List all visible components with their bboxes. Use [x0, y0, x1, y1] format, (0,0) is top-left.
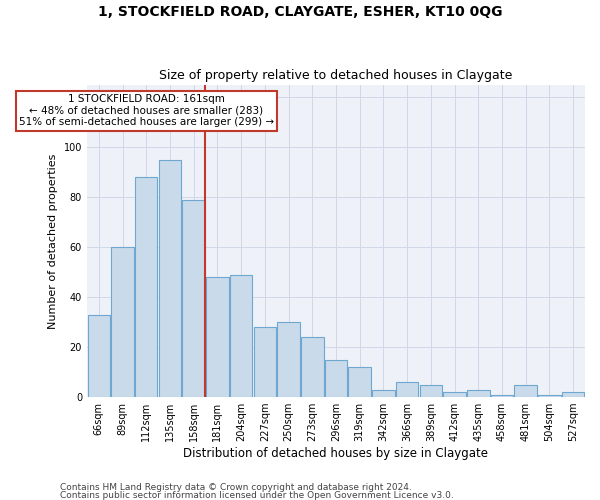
- Bar: [158, 160, 181, 397]
- Bar: [182, 200, 205, 397]
- Bar: [88, 314, 110, 397]
- Bar: [372, 390, 395, 397]
- Bar: [514, 384, 537, 397]
- Bar: [538, 394, 560, 397]
- X-axis label: Distribution of detached houses by size in Claygate: Distribution of detached houses by size …: [184, 447, 488, 460]
- Bar: [230, 274, 253, 397]
- Bar: [349, 367, 371, 397]
- Title: Size of property relative to detached houses in Claygate: Size of property relative to detached ho…: [159, 69, 512, 82]
- Bar: [325, 360, 347, 397]
- Bar: [135, 177, 157, 397]
- Bar: [254, 327, 276, 397]
- Bar: [562, 392, 584, 397]
- Text: 1 STOCKFIELD ROAD: 161sqm
← 48% of detached houses are smaller (283)
51% of semi: 1 STOCKFIELD ROAD: 161sqm ← 48% of detac…: [19, 94, 274, 128]
- Bar: [277, 322, 300, 397]
- Bar: [491, 394, 513, 397]
- Bar: [443, 392, 466, 397]
- Bar: [301, 337, 323, 397]
- Y-axis label: Number of detached properties: Number of detached properties: [48, 153, 58, 328]
- Text: Contains HM Land Registry data © Crown copyright and database right 2024.: Contains HM Land Registry data © Crown c…: [60, 484, 412, 492]
- Bar: [467, 390, 490, 397]
- Bar: [111, 247, 134, 397]
- Bar: [419, 384, 442, 397]
- Bar: [206, 277, 229, 397]
- Text: 1, STOCKFIELD ROAD, CLAYGATE, ESHER, KT10 0QG: 1, STOCKFIELD ROAD, CLAYGATE, ESHER, KT1…: [98, 5, 502, 19]
- Bar: [396, 382, 418, 397]
- Text: Contains public sector information licensed under the Open Government Licence v3: Contains public sector information licen…: [60, 490, 454, 500]
